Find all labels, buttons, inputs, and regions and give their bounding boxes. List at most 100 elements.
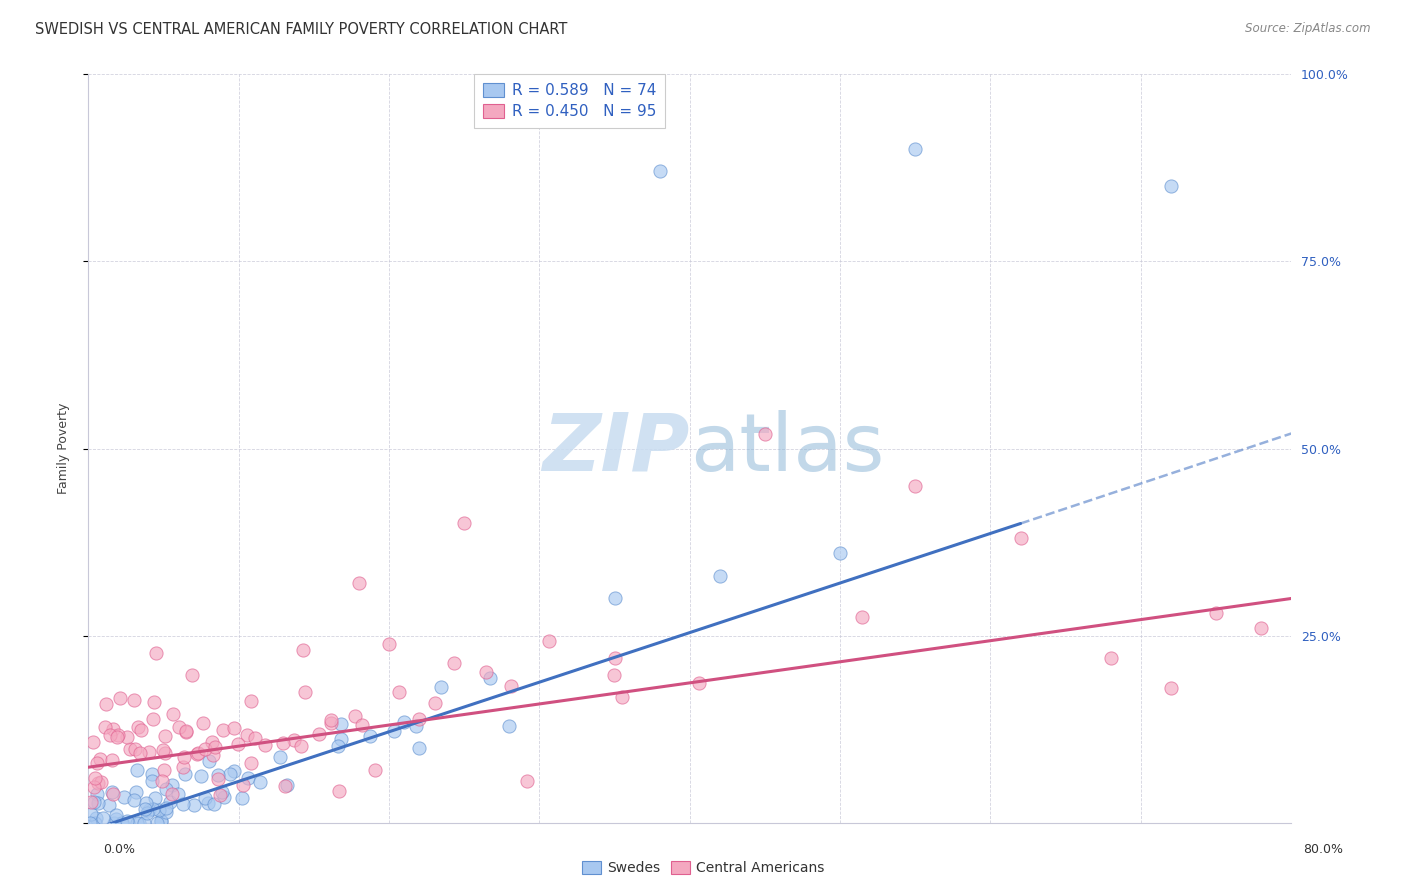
Point (160, 778, 183, 792)
Point (110, 816, 132, 830)
Point (274, 779, 297, 793)
Point (537, 634, 560, 648)
Point (148, 803, 170, 817)
Point (101, 722, 124, 736)
Point (80, 796, 103, 810)
Point (478, 671, 501, 685)
Point (194, 791, 217, 805)
Point (224, 764, 246, 779)
Point (183, 798, 205, 813)
Point (208, 788, 231, 802)
Point (145, 646, 167, 660)
Point (269, 749, 291, 764)
Point (84, 811, 107, 825)
Point (186, 747, 208, 761)
Point (124, 741, 146, 756)
Point (155, 801, 177, 815)
Point (80, 807, 103, 822)
Point (308, 727, 330, 741)
Point (173, 766, 195, 780)
Point (603, 667, 626, 681)
Point (82, 735, 104, 749)
Point (1160, 179, 1182, 194)
Text: 80.0%: 80.0% (1303, 843, 1343, 856)
Point (1099, 651, 1122, 665)
Point (292, 643, 315, 657)
Point (122, 793, 145, 807)
Point (350, 718, 373, 732)
Point (499, 679, 522, 693)
Point (851, 610, 873, 624)
Point (150, 814, 173, 828)
Point (101, 788, 124, 802)
Point (830, 547, 852, 561)
Point (83, 795, 105, 809)
Point (138, 804, 160, 818)
Point (239, 756, 262, 771)
Point (222, 722, 245, 736)
Point (190, 769, 212, 783)
Point (110, 691, 132, 706)
Point (135, 796, 157, 810)
Point (201, 747, 224, 762)
Point (150, 814, 173, 829)
Point (408, 712, 430, 726)
Point (174, 724, 197, 739)
Point (207, 772, 229, 787)
Point (129, 747, 152, 761)
Point (101, 753, 124, 767)
Point (392, 714, 415, 729)
Point (211, 785, 233, 799)
Point (405, 719, 427, 733)
Point (142, 801, 165, 815)
Text: Source: ZipAtlas.com: Source: ZipAtlas.com (1246, 22, 1371, 36)
Point (408, 741, 430, 756)
Point (89, 752, 111, 766)
Point (423, 696, 446, 710)
Point (212, 789, 235, 804)
Point (127, 720, 149, 734)
Point (115, 730, 138, 744)
Point (688, 676, 710, 690)
Point (172, 760, 194, 774)
Point (105, 730, 128, 744)
Point (347, 576, 370, 591)
Point (117, 816, 139, 830)
Text: SWEDISH VS CENTRAL AMERICAN FAMILY POVERTY CORRELATION CHART: SWEDISH VS CENTRAL AMERICAN FAMILY POVER… (35, 22, 568, 37)
Point (290, 739, 312, 753)
Point (86, 788, 108, 802)
Point (343, 709, 366, 723)
Point (363, 764, 385, 778)
Point (94, 698, 117, 712)
Point (125, 816, 148, 830)
Point (143, 695, 166, 709)
Point (239, 694, 262, 708)
Point (709, 569, 731, 583)
Point (475, 665, 498, 680)
Point (79, 816, 101, 830)
Point (1160, 681, 1182, 696)
Text: ZIP: ZIP (543, 409, 690, 488)
Point (107, 728, 129, 742)
Point (1010, 532, 1032, 546)
Point (112, 790, 135, 805)
Point (271, 736, 294, 750)
Point (1205, 606, 1227, 620)
Point (212, 723, 235, 737)
Point (98, 728, 121, 742)
Point (319, 716, 342, 731)
Point (128, 816, 150, 830)
Point (326, 739, 349, 754)
Point (94, 720, 117, 734)
Point (231, 791, 253, 805)
Point (104, 812, 127, 826)
Point (162, 707, 184, 722)
Point (162, 787, 184, 801)
Point (155, 782, 177, 797)
Point (142, 712, 165, 726)
Point (141, 766, 163, 780)
Legend: Swedes, Central Americans: Swedes, Central Americans (576, 855, 830, 880)
Point (173, 749, 195, 764)
Text: atlas: atlas (690, 409, 884, 488)
Point (904, 479, 927, 493)
